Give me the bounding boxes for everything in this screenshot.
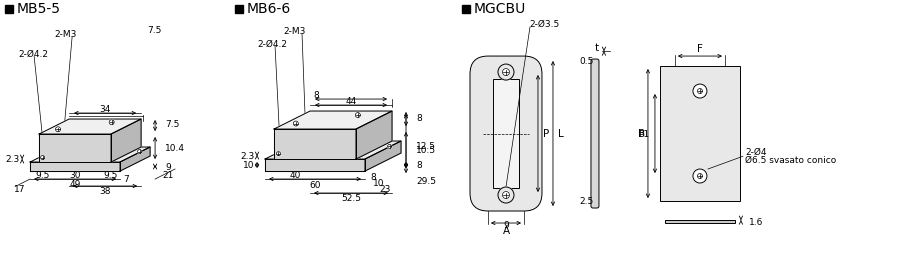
Polygon shape	[111, 119, 141, 162]
Polygon shape	[30, 147, 150, 162]
Text: 10.5: 10.5	[416, 146, 436, 155]
Text: MB5-5: MB5-5	[18, 2, 61, 16]
Polygon shape	[120, 147, 150, 171]
Text: 0.5: 0.5	[580, 57, 594, 65]
Text: MGCBU: MGCBU	[474, 2, 526, 16]
Text: 38: 38	[100, 186, 111, 196]
Circle shape	[277, 152, 280, 156]
Polygon shape	[30, 162, 120, 171]
Text: 40: 40	[290, 171, 301, 180]
Bar	[6, 5, 13, 13]
Circle shape	[293, 121, 299, 126]
Text: 2-Ø4.2: 2-Ø4.2	[257, 40, 287, 49]
Circle shape	[693, 84, 707, 98]
Text: 30: 30	[69, 171, 81, 180]
Circle shape	[498, 64, 514, 80]
Bar	[493, 79, 519, 188]
Text: 10.4: 10.4	[165, 144, 185, 152]
Text: P: P	[543, 129, 550, 139]
Text: B: B	[638, 129, 645, 139]
Polygon shape	[356, 111, 392, 159]
Text: 2-Ø4: 2-Ø4	[745, 148, 766, 157]
Polygon shape	[265, 159, 365, 171]
FancyBboxPatch shape	[470, 56, 542, 211]
Bar	[235, 5, 243, 13]
Text: 9.5: 9.5	[35, 171, 50, 180]
Text: 21: 21	[162, 171, 173, 180]
Circle shape	[498, 187, 514, 203]
Circle shape	[697, 173, 703, 178]
Text: 2-Ø4.2: 2-Ø4.2	[18, 49, 48, 59]
Text: 9: 9	[503, 221, 509, 230]
Text: 7.5: 7.5	[165, 119, 180, 128]
Circle shape	[137, 149, 142, 153]
Text: 12.5: 12.5	[416, 142, 436, 151]
Text: 7.5: 7.5	[148, 26, 161, 35]
Text: 8: 8	[416, 114, 421, 123]
Circle shape	[109, 120, 114, 125]
Text: 8: 8	[370, 173, 376, 181]
Text: 49: 49	[69, 180, 81, 189]
Bar	[462, 5, 470, 13]
Polygon shape	[265, 141, 401, 159]
Polygon shape	[39, 119, 141, 134]
Circle shape	[502, 192, 510, 198]
Circle shape	[697, 89, 703, 94]
Text: 17: 17	[15, 185, 26, 194]
Polygon shape	[274, 129, 356, 159]
Text: t: t	[595, 43, 599, 53]
Circle shape	[387, 144, 392, 148]
Text: 9.5: 9.5	[103, 171, 117, 180]
Polygon shape	[274, 111, 392, 129]
Text: A: A	[502, 226, 510, 236]
Text: 44: 44	[346, 97, 357, 106]
Text: 23: 23	[379, 185, 391, 194]
Polygon shape	[39, 134, 111, 162]
Text: 7: 7	[124, 174, 129, 184]
Text: 2-Ø3.5: 2-Ø3.5	[530, 20, 560, 28]
FancyBboxPatch shape	[591, 59, 599, 208]
Text: 8: 8	[313, 90, 319, 99]
Text: 2-M3: 2-M3	[53, 30, 77, 39]
Text: 2.3: 2.3	[240, 152, 254, 160]
Text: 2.3: 2.3	[5, 155, 19, 164]
Bar	[660, 66, 740, 201]
Circle shape	[55, 127, 61, 132]
Text: 10: 10	[373, 178, 384, 188]
Text: 29.5: 29.5	[416, 177, 436, 185]
Text: L: L	[558, 129, 563, 139]
Text: 10: 10	[243, 160, 254, 169]
Text: Ø6.5 svasato conico: Ø6.5 svasato conico	[745, 156, 836, 165]
Text: 52.5: 52.5	[341, 194, 361, 202]
Text: P1: P1	[638, 130, 649, 139]
Circle shape	[693, 169, 707, 183]
Text: 9: 9	[165, 163, 171, 172]
Circle shape	[355, 113, 361, 118]
Bar	[665, 220, 735, 223]
Circle shape	[502, 69, 510, 76]
Text: MB6-6: MB6-6	[247, 2, 291, 16]
Text: 2.5: 2.5	[580, 197, 594, 206]
Text: 60: 60	[309, 181, 321, 189]
Circle shape	[41, 156, 44, 160]
Text: 8: 8	[416, 160, 421, 169]
Text: 1.6: 1.6	[749, 218, 763, 227]
Text: 34: 34	[100, 105, 111, 114]
Text: 2-M3: 2-M3	[284, 27, 306, 36]
Text: F: F	[697, 44, 703, 54]
Polygon shape	[365, 141, 401, 171]
